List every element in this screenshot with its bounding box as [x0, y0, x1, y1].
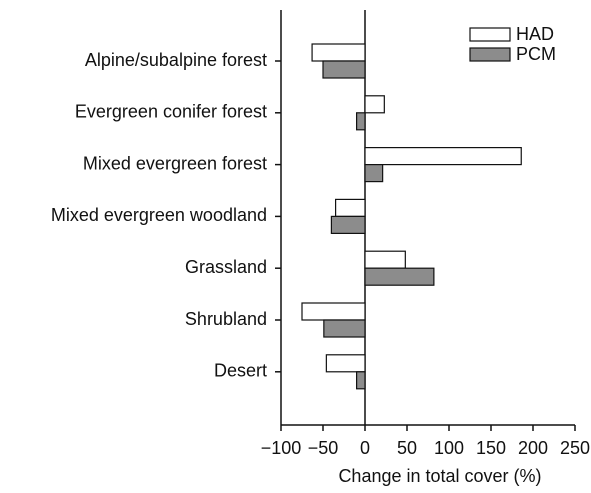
bar [325, 354, 366, 373]
legend-label: HAD [516, 24, 554, 44]
legend-label: PCM [516, 44, 556, 64]
x-tick-label: −100 [261, 438, 302, 458]
x-tick-label: 200 [518, 438, 548, 458]
bar [311, 43, 366, 62]
y-tick-label: Evergreen conifer forest [75, 102, 267, 122]
bar [330, 215, 366, 234]
legend-swatch [469, 27, 511, 42]
y-tick-label: Shrubland [185, 309, 267, 329]
bar [364, 250, 406, 269]
y-tick-label: Grassland [185, 257, 267, 277]
bar [364, 147, 522, 166]
y-tick-label: Desert [214, 361, 267, 381]
bar [323, 319, 366, 338]
x-tick-label: 50 [397, 438, 417, 458]
x-tick-label: 250 [560, 438, 590, 458]
y-tick-label: Mixed evergreen forest [83, 153, 267, 173]
bar [356, 112, 366, 131]
legend-swatch [469, 47, 511, 62]
bar [322, 60, 366, 79]
bar [301, 302, 366, 321]
x-axis-label: Change in total cover (%) [338, 466, 541, 486]
bar [364, 164, 384, 183]
y-tick-label: Alpine/subalpine forest [85, 50, 267, 70]
x-tick-label: 150 [476, 438, 506, 458]
y-tick-label: Mixed evergreen woodland [51, 205, 267, 225]
bar [356, 371, 366, 390]
bar [364, 267, 435, 286]
bar [364, 95, 385, 114]
x-tick-label: 0 [360, 438, 370, 458]
x-tick-label: 100 [434, 438, 464, 458]
bar [335, 198, 366, 217]
x-tick-label: −50 [308, 438, 339, 458]
